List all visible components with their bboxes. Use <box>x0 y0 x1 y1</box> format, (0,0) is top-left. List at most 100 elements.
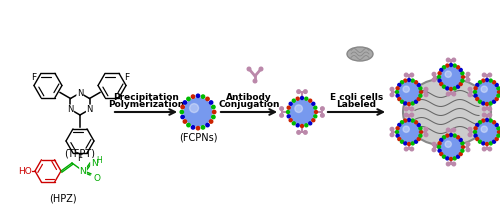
Circle shape <box>452 128 456 132</box>
Circle shape <box>296 97 299 100</box>
Circle shape <box>202 126 204 129</box>
Circle shape <box>398 123 401 126</box>
Circle shape <box>210 120 213 123</box>
Circle shape <box>446 162 450 166</box>
Circle shape <box>417 123 420 126</box>
Circle shape <box>390 127 394 131</box>
Text: N: N <box>68 105 73 114</box>
Circle shape <box>492 81 496 84</box>
Circle shape <box>486 142 488 146</box>
Circle shape <box>445 141 452 147</box>
Circle shape <box>492 100 496 103</box>
Circle shape <box>396 90 398 93</box>
Circle shape <box>192 95 194 98</box>
Circle shape <box>419 127 422 130</box>
Circle shape <box>476 98 479 101</box>
Circle shape <box>442 136 446 139</box>
Circle shape <box>212 115 215 119</box>
Circle shape <box>474 127 477 130</box>
Circle shape <box>419 87 422 90</box>
Circle shape <box>403 86 409 92</box>
Circle shape <box>408 118 410 121</box>
Circle shape <box>446 157 449 160</box>
Circle shape <box>438 146 440 149</box>
Circle shape <box>459 153 462 155</box>
Circle shape <box>320 107 324 110</box>
Circle shape <box>440 83 443 86</box>
Circle shape <box>414 121 418 124</box>
Circle shape <box>287 115 290 118</box>
Circle shape <box>440 69 443 71</box>
Circle shape <box>468 133 472 137</box>
Circle shape <box>404 73 408 77</box>
Circle shape <box>442 66 446 69</box>
Text: Precipitation: Precipitation <box>113 93 179 102</box>
Circle shape <box>403 126 409 132</box>
Circle shape <box>442 155 446 158</box>
Circle shape <box>453 157 456 160</box>
Circle shape <box>410 73 414 77</box>
Text: (HPZ): (HPZ) <box>49 193 77 203</box>
Circle shape <box>417 98 420 101</box>
Circle shape <box>446 92 450 96</box>
Circle shape <box>452 92 456 96</box>
Circle shape <box>404 102 407 105</box>
Circle shape <box>450 88 452 90</box>
Circle shape <box>482 147 486 151</box>
Circle shape <box>495 98 498 101</box>
Circle shape <box>292 122 296 125</box>
Circle shape <box>474 134 477 137</box>
Circle shape <box>461 72 464 75</box>
Circle shape <box>212 110 216 114</box>
Circle shape <box>432 142 436 146</box>
Circle shape <box>477 122 497 142</box>
Circle shape <box>432 72 436 76</box>
Text: Polymerization: Polymerization <box>108 100 184 109</box>
Circle shape <box>466 72 470 76</box>
Circle shape <box>461 142 464 145</box>
Circle shape <box>440 138 443 141</box>
Circle shape <box>300 125 304 127</box>
Circle shape <box>424 127 428 131</box>
Circle shape <box>396 87 399 90</box>
Circle shape <box>481 86 488 92</box>
Text: F: F <box>124 73 130 82</box>
Circle shape <box>441 137 461 157</box>
Circle shape <box>438 149 441 152</box>
Circle shape <box>482 102 485 105</box>
Text: Antibody: Antibody <box>226 93 272 102</box>
Circle shape <box>408 78 410 82</box>
Text: E coli cells: E coli cells <box>330 93 383 102</box>
Circle shape <box>466 142 470 146</box>
Circle shape <box>210 101 213 104</box>
Circle shape <box>398 138 401 140</box>
Circle shape <box>474 131 476 134</box>
Text: N: N <box>80 166 86 175</box>
Circle shape <box>481 126 488 132</box>
Circle shape <box>390 87 394 91</box>
Circle shape <box>419 134 422 137</box>
Circle shape <box>390 93 394 97</box>
Text: N: N <box>77 88 83 97</box>
Circle shape <box>482 73 486 77</box>
Circle shape <box>297 131 300 134</box>
Circle shape <box>297 90 300 93</box>
Circle shape <box>489 142 492 145</box>
Circle shape <box>474 90 476 93</box>
Circle shape <box>489 102 492 105</box>
Circle shape <box>482 113 486 117</box>
Circle shape <box>304 131 307 134</box>
Circle shape <box>478 121 482 124</box>
Circle shape <box>424 87 428 91</box>
Circle shape <box>398 84 401 86</box>
Circle shape <box>180 110 184 114</box>
Circle shape <box>442 85 446 88</box>
Text: Conjugation: Conjugation <box>218 100 280 109</box>
Circle shape <box>432 78 436 82</box>
Circle shape <box>289 119 292 122</box>
Circle shape <box>453 64 456 67</box>
Circle shape <box>212 105 215 109</box>
Circle shape <box>438 142 441 145</box>
Circle shape <box>453 87 456 90</box>
Circle shape <box>396 127 399 130</box>
